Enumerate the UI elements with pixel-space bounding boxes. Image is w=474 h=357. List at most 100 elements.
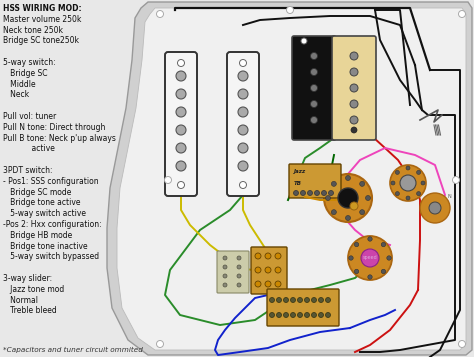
FancyBboxPatch shape <box>267 289 339 326</box>
Circle shape <box>406 166 410 170</box>
Circle shape <box>361 249 379 267</box>
Circle shape <box>395 192 400 196</box>
Circle shape <box>417 192 420 196</box>
Circle shape <box>429 202 441 214</box>
Circle shape <box>324 174 372 222</box>
Circle shape <box>328 191 334 196</box>
Circle shape <box>348 236 392 280</box>
Circle shape <box>177 181 184 188</box>
Circle shape <box>238 143 248 153</box>
Circle shape <box>238 107 248 117</box>
Circle shape <box>311 312 317 317</box>
Circle shape <box>239 181 246 188</box>
Circle shape <box>350 202 358 210</box>
FancyBboxPatch shape <box>251 247 287 294</box>
Circle shape <box>291 297 295 302</box>
Circle shape <box>321 191 327 196</box>
Circle shape <box>270 312 274 317</box>
Text: -Pos 2: Hxx configuration:: -Pos 2: Hxx configuration: <box>3 220 101 229</box>
Circle shape <box>275 267 281 273</box>
Circle shape <box>238 125 248 135</box>
Circle shape <box>238 89 248 99</box>
Circle shape <box>156 341 164 347</box>
Circle shape <box>421 181 425 185</box>
Circle shape <box>176 71 186 81</box>
Circle shape <box>283 297 289 302</box>
Circle shape <box>390 165 426 201</box>
FancyBboxPatch shape <box>217 251 249 293</box>
FancyBboxPatch shape <box>332 36 376 140</box>
Circle shape <box>346 176 350 181</box>
Circle shape <box>355 269 359 273</box>
FancyBboxPatch shape <box>292 36 336 140</box>
Circle shape <box>176 107 186 117</box>
FancyBboxPatch shape <box>289 164 341 198</box>
Circle shape <box>265 281 271 287</box>
Text: Bridge SC mode: Bridge SC mode <box>3 187 72 197</box>
Text: 5-way switch active: 5-way switch active <box>3 209 86 218</box>
Circle shape <box>177 60 184 66</box>
Circle shape <box>338 188 358 208</box>
Text: Bridge SC tone250k: Bridge SC tone250k <box>3 36 79 45</box>
Text: speed: speed <box>363 256 377 261</box>
Circle shape <box>406 196 410 200</box>
Circle shape <box>156 10 164 17</box>
Circle shape <box>223 265 227 269</box>
Circle shape <box>310 85 318 91</box>
Text: 3-way slider:: 3-way slider: <box>3 274 52 283</box>
Circle shape <box>381 242 386 247</box>
Circle shape <box>298 312 302 317</box>
Circle shape <box>293 191 299 196</box>
Circle shape <box>346 216 350 221</box>
Text: HSS WIRING MOD:: HSS WIRING MOD: <box>3 4 82 13</box>
Circle shape <box>331 210 337 215</box>
Circle shape <box>351 127 357 133</box>
Text: Pull B tone: Neck p'up always: Pull B tone: Neck p'up always <box>3 134 116 142</box>
Text: Bridge SC: Bridge SC <box>3 69 47 78</box>
Circle shape <box>368 237 372 241</box>
Circle shape <box>304 297 310 302</box>
Circle shape <box>276 297 282 302</box>
Circle shape <box>350 100 358 108</box>
Circle shape <box>365 196 371 201</box>
Text: Middle: Middle <box>3 80 36 89</box>
Text: N: N <box>448 194 452 199</box>
Circle shape <box>298 297 302 302</box>
Circle shape <box>255 253 261 259</box>
Circle shape <box>176 125 186 135</box>
Circle shape <box>350 52 358 60</box>
Circle shape <box>420 193 450 223</box>
FancyBboxPatch shape <box>165 52 197 196</box>
Circle shape <box>387 256 391 260</box>
Circle shape <box>310 101 318 107</box>
Circle shape <box>368 275 372 279</box>
Circle shape <box>286 6 293 14</box>
Circle shape <box>223 256 227 260</box>
Circle shape <box>270 297 274 302</box>
Circle shape <box>164 176 172 183</box>
Text: Jazz: Jazz <box>294 169 306 174</box>
Circle shape <box>331 181 337 186</box>
Circle shape <box>326 297 330 302</box>
Circle shape <box>239 60 246 66</box>
Circle shape <box>310 116 318 124</box>
Text: Treble bleed: Treble bleed <box>3 306 57 315</box>
Polygon shape <box>117 8 466 350</box>
Text: Master volume 250k: Master volume 250k <box>3 15 82 24</box>
Circle shape <box>311 297 317 302</box>
Circle shape <box>265 253 271 259</box>
Text: 5-way switch bypassed: 5-way switch bypassed <box>3 252 99 261</box>
Text: Pull vol: tuner: Pull vol: tuner <box>3 112 56 121</box>
Circle shape <box>349 256 353 260</box>
Circle shape <box>223 283 227 287</box>
Text: Bridge tone inactive: Bridge tone inactive <box>3 242 88 251</box>
Circle shape <box>453 176 459 183</box>
Circle shape <box>355 242 359 247</box>
Circle shape <box>458 341 465 347</box>
Circle shape <box>308 191 312 196</box>
Circle shape <box>238 161 248 171</box>
Circle shape <box>265 267 271 273</box>
Circle shape <box>360 181 365 186</box>
Circle shape <box>395 170 400 174</box>
Circle shape <box>319 297 323 302</box>
